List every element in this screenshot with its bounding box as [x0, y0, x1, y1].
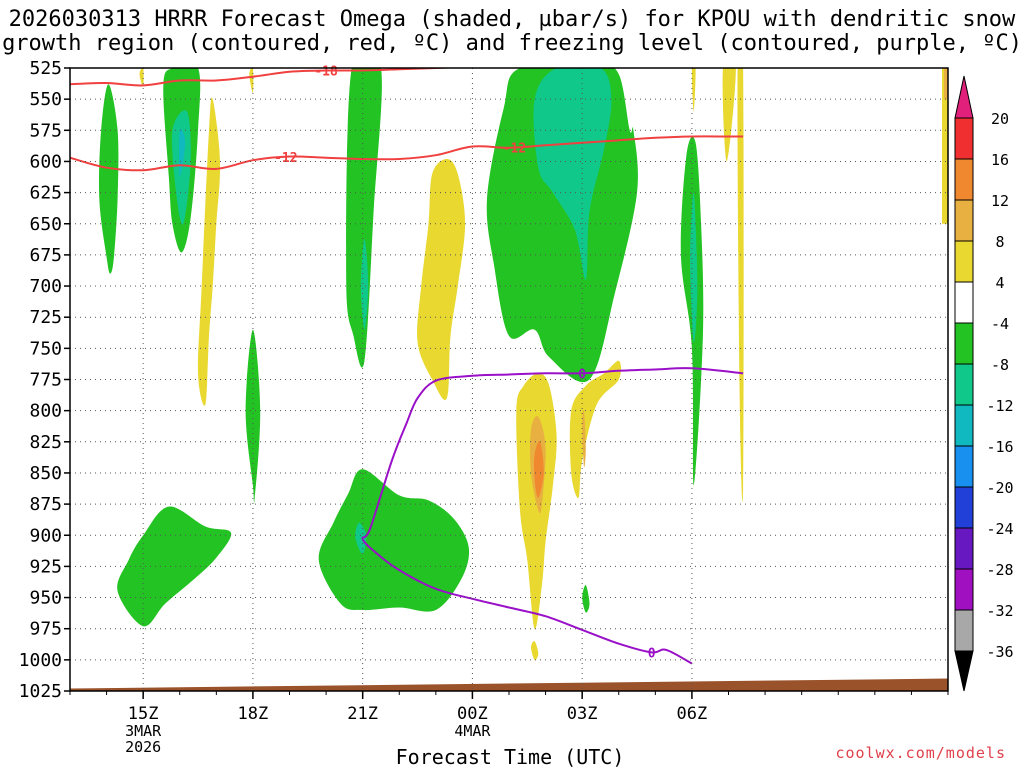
colorbar-box-16_20: [954, 117, 974, 160]
site-credit: coolwx.com/models: [835, 744, 1006, 762]
x-tick-year: 2026: [125, 738, 161, 756]
colorbar-label: 8: [995, 233, 1004, 251]
y-tick-label: 825: [29, 432, 62, 453]
omega-edge-strip-inner: [944, 68, 948, 100]
y-tick-label: 1025: [19, 681, 62, 702]
omega-region-4_8-6: [722, 68, 736, 162]
omega-region-m8_m4-10: [318, 469, 470, 612]
omega-region-4_8-5: [569, 360, 622, 499]
contour-label-minus12: -12: [274, 151, 297, 166]
colorbar-label: -36: [986, 643, 1013, 661]
y-tick-label: 950: [29, 588, 62, 609]
colorbar-box-8_12: [954, 199, 974, 242]
freezing-label-0: 0: [578, 367, 586, 382]
colorbar-box-m8_m4: [954, 322, 974, 365]
omega-region-m8_m4-14: [582, 585, 590, 613]
colorbar-box-m24_m20: [954, 486, 974, 529]
colorbar-label: 4: [995, 274, 1004, 292]
colorbar-bottom-triangle: [954, 650, 974, 692]
omega-region-4_8-2: [417, 159, 466, 400]
y-tick-label: 975: [29, 619, 62, 640]
y-tick-label: 925: [29, 556, 62, 577]
contour-label-minus12: -12: [503, 141, 526, 156]
omega-region-8_12-2: [582, 409, 586, 468]
colorbar-label: -16: [986, 438, 1013, 456]
colorbar-box-m16_m12: [954, 404, 974, 447]
y-tick-label: 750: [29, 338, 62, 359]
omega-region-m12_m8-7: [533, 68, 612, 280]
omega-region-m12_m8-11: [355, 522, 367, 554]
y-tick-label: 700: [29, 276, 62, 297]
x-tick-date: 3MAR: [125, 722, 162, 740]
colorbar-label: -32: [986, 602, 1013, 620]
y-tick-label: 800: [29, 401, 62, 422]
colorbar-top-triangle: [954, 75, 974, 119]
omega-region-m8_m4-8: [245, 329, 261, 504]
dendritic-contour-line: [70, 135, 744, 172]
colorbar-box-m12_m8: [954, 363, 974, 406]
colorbar-label: 16: [991, 151, 1009, 169]
omega-edge-strip: [942, 68, 948, 224]
omega-region-4_8-7: [737, 68, 744, 503]
y-tick-label: 575: [29, 120, 62, 141]
colorbar-box-m28_m24: [954, 527, 974, 570]
x-tick-label: 06Z: [677, 704, 708, 724]
colorbar-box-m36_m32: [954, 609, 974, 652]
y-tick-label: 600: [29, 151, 62, 172]
terrain-below-ground: [70, 678, 948, 691]
colorbar-box-12_16: [954, 158, 974, 201]
omega-region-4_8-9: [691, 68, 696, 112]
colorbar-label: -28: [986, 561, 1013, 579]
x-axis-title: Forecast Time (UTC): [395, 745, 625, 769]
omega-region-m8_m4-9: [117, 506, 232, 627]
y-tick-label: 550: [29, 89, 62, 110]
x-tick-label: 00Z: [457, 704, 488, 724]
y-tick-label: 900: [29, 525, 62, 546]
x-tick-date: 4MAR: [454, 722, 491, 740]
x-tick-label: 18Z: [238, 704, 269, 724]
y-tick-label: 525: [29, 58, 62, 79]
colorbar-label: 12: [991, 192, 1009, 210]
x-tick-label: 15Z: [128, 704, 159, 724]
omega-region-m12_m8-13: [690, 192, 698, 343]
y-tick-label: 875: [29, 494, 62, 515]
omega-region-4_8-1: [197, 97, 221, 406]
colorbar-label: -8: [991, 356, 1009, 374]
colorbar-label: 20: [991, 110, 1009, 128]
contour-label-minus18: -18: [314, 64, 338, 79]
colorbar-label: -4: [991, 315, 1009, 333]
omega-region-m8_m4-4: [346, 68, 382, 368]
omega-region-4_8-4: [531, 641, 539, 661]
colorbar-label: -12: [986, 397, 1013, 415]
y-tick-label: 625: [29, 183, 62, 204]
omega-region-12_16-1: [534, 441, 544, 498]
omega-region-4_8-8: [249, 68, 254, 93]
omega-region-4_8-0: [139, 68, 144, 87]
omega-region-m12_m8-5: [360, 238, 369, 330]
y-tick-label: 725: [29, 307, 62, 328]
y-tick-label: 650: [29, 214, 62, 235]
x-tick-label: 21Z: [347, 704, 378, 724]
colorbar-label: -24: [986, 520, 1013, 538]
chart-title-line-1: 2026030313 HRRR Forecast Omega (shaded, …: [8, 7, 1016, 32]
y-tick-label: 850: [29, 463, 62, 484]
y-tick-label: 775: [29, 370, 62, 391]
freezing-label-0: 0: [648, 646, 656, 661]
colorbar-box-m32_m28: [954, 568, 974, 611]
dendritic-contour-line: [70, 68, 467, 87]
y-tick-label: 1000: [19, 650, 62, 671]
x-tick-label: 03Z: [567, 704, 598, 724]
colorbar-box-4_8: [954, 240, 974, 283]
chart-title-line-2: growth region (contoured, red, ºC) and f…: [2, 31, 1022, 56]
y-tick-label: 675: [29, 245, 62, 266]
omega-shading: [70, 68, 948, 691]
colorbar-box-m20_m16: [954, 445, 974, 488]
colorbar-label: -20: [986, 479, 1013, 497]
omega-region-m8_m4-0: [98, 84, 119, 274]
colorbar-box-m4_4: [954, 281, 974, 324]
